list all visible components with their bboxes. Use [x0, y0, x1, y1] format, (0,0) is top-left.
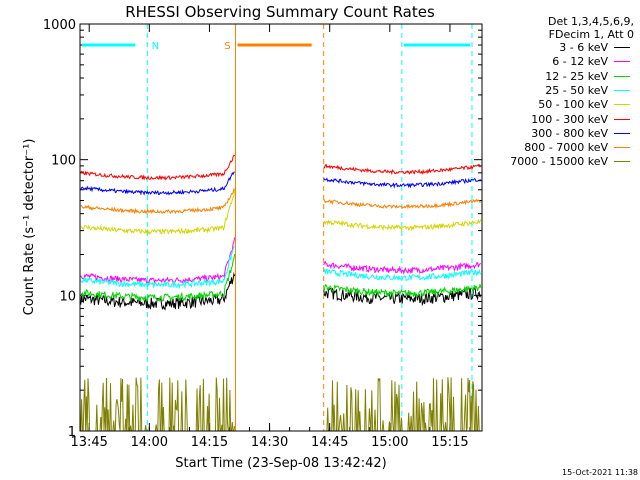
legend-swatch [614, 47, 630, 48]
series-line [80, 377, 236, 432]
series-line [80, 154, 236, 181]
x-axis-ticks: 13:45 14:00 14:15 14:30 14:45 15:00 15:15 [70, 24, 471, 450]
series-line [80, 171, 235, 196]
legend-item: 12 - 25 keV [470, 71, 630, 83]
legend-item: 300 - 800 keV [470, 128, 630, 140]
legend-label: 12 - 25 keV [545, 69, 608, 83]
legend-item: 3 - 6 keV [470, 42, 630, 54]
series-line [323, 198, 482, 210]
x-tick-label: 15:00 [371, 435, 408, 450]
legend-label: 3 - 6 keV [559, 41, 608, 54]
legend-swatch [614, 161, 630, 163]
legend-swatch [614, 147, 630, 149]
x-tick-label: 14:30 [251, 435, 288, 450]
legend-swatch [614, 132, 630, 134]
y-axis-label: Count Rate (s⁻¹ detector⁻¹) [22, 139, 37, 316]
x-tick-label: 14:15 [191, 435, 228, 450]
series-line [323, 283, 482, 298]
plot-frame [79, 23, 483, 432]
legend-item: 7000 - 15000 keV [470, 156, 630, 168]
y-tick-label: 1 [68, 425, 76, 440]
y-tick-label: 10 [59, 289, 76, 304]
x-axis-label: Start Time (23-Sep-08 13:42:42) [175, 456, 386, 471]
y-tick-label: 100 [51, 154, 76, 169]
legend-swatch [614, 118, 630, 120]
x-tick-label: 14:00 [131, 435, 168, 450]
x-tick-label: 13:45 [70, 435, 107, 450]
series-line [80, 254, 236, 303]
chart-title: RHESSI Observing Summary Count Rates [125, 3, 435, 21]
legend-item: 6 - 12 keV [470, 56, 630, 68]
series-line [323, 218, 482, 232]
legend-item: 800 - 7000 keV [470, 142, 630, 154]
legend-label: 800 - 7000 keV [524, 141, 608, 155]
series-line [80, 237, 236, 285]
legend-label: 7000 - 15000 keV [510, 155, 608, 169]
x-tick-label: 14:45 [311, 435, 348, 450]
series-line [80, 188, 235, 215]
y-tick-label: 1000 [43, 18, 76, 33]
series-line [323, 268, 482, 282]
legend-item: 25 - 50 keV [470, 85, 630, 97]
series-line [80, 245, 235, 290]
legend-swatch [614, 75, 630, 77]
legend-label: 6 - 12 keV [552, 55, 608, 69]
series-line [323, 177, 482, 189]
legend-swatch [614, 89, 630, 91]
series-line [323, 163, 482, 176]
annotation-label: N [152, 41, 159, 52]
legend-label: 25 - 50 keV [545, 83, 608, 97]
legend-header: Det 1,3,4,5,6,9, FDecim 1, Att 0 [548, 15, 634, 41]
series-line [80, 189, 236, 235]
legend-label: 100 - 300 keV [531, 112, 608, 126]
legend-header-line: Det 1,3,4,5,6,9, [547, 15, 634, 28]
legend-item: 50 - 100 keV [470, 99, 630, 111]
series-lines [80, 154, 482, 432]
legend-header-line: FDecim 1, Att 0 [548, 28, 634, 41]
legend-item: 100 - 300 keV [470, 114, 630, 126]
plot-timestamp: 15-Oct-2021 11:38 [562, 468, 638, 477]
legend-label: 300 - 800 keV [531, 126, 608, 140]
legend-swatch [614, 104, 630, 106]
legend-swatch [614, 61, 630, 63]
x-tick-label: 15:15 [431, 435, 468, 450]
series-line [323, 286, 482, 307]
legend-label: 50 - 100 keV [538, 98, 608, 112]
series-line [323, 260, 482, 276]
annotation-label: S [224, 41, 230, 52]
y-axis-ticks: 1 10 100 1000 [43, 18, 482, 440]
